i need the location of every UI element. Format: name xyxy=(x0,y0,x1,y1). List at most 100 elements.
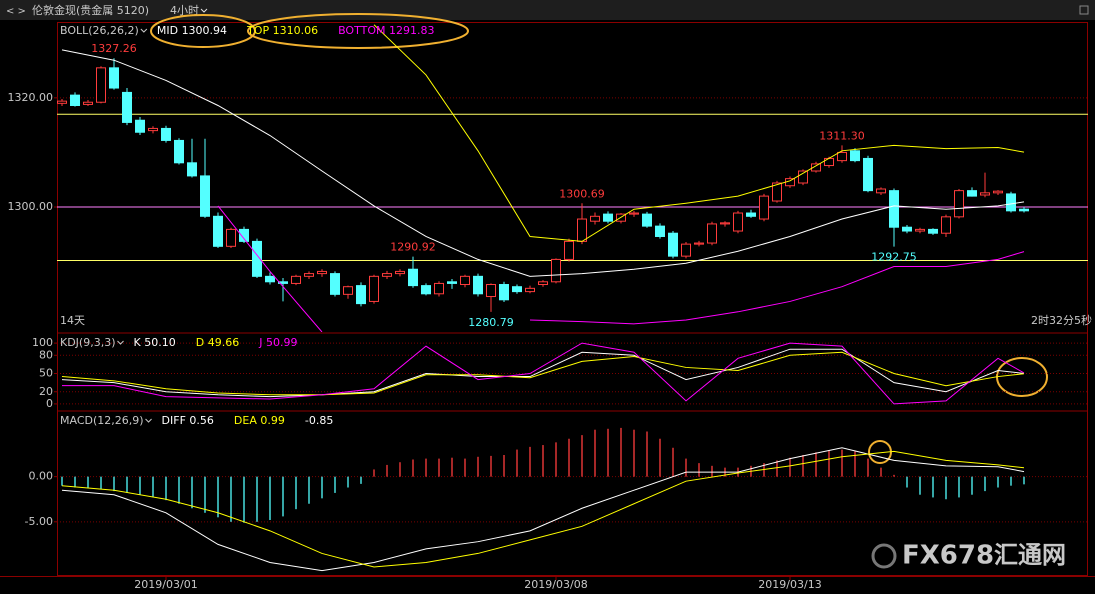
period-chevron[interactable] xyxy=(200,8,208,13)
y-tick-label: 1320.00 xyxy=(8,91,54,104)
price-annotation: 1290.92 xyxy=(390,241,436,254)
y-tick-label: 100 xyxy=(32,336,53,349)
legend-name: DEA xyxy=(234,414,257,427)
instrument-title: 伦敦金现(贵金属 5120) xyxy=(32,3,149,17)
candle-body xyxy=(668,232,678,257)
legend-value: 49.66 xyxy=(208,336,240,349)
indicator-line xyxy=(61,447,1025,572)
window-button[interactable] xyxy=(1079,5,1089,15)
countdown: 2时32分5秒 xyxy=(1031,313,1092,327)
watermark-logo xyxy=(871,543,897,569)
candle-body xyxy=(213,215,223,247)
candle-body xyxy=(603,213,613,222)
legend-entry: K 50.10 xyxy=(134,336,176,349)
indicator-line xyxy=(217,205,1025,332)
candle-body xyxy=(330,273,340,295)
candle-body xyxy=(824,157,834,167)
candle-body xyxy=(421,285,431,295)
candle-body xyxy=(759,195,769,220)
candle-body xyxy=(967,190,977,197)
candle-body xyxy=(447,281,457,284)
price-annotation: 1311.30 xyxy=(819,129,865,142)
legend-entry: D 49.66 xyxy=(196,336,239,349)
candle-body xyxy=(577,218,587,242)
nav-arrows[interactable]: < > xyxy=(6,6,26,17)
candle-body xyxy=(733,212,743,232)
legend-name: D xyxy=(196,336,204,349)
indicator-line xyxy=(61,351,1025,396)
legend-entry: TOP 1310.06 xyxy=(246,24,318,37)
candle-body xyxy=(642,213,652,227)
candle-body xyxy=(148,127,158,132)
indicator-line xyxy=(373,24,1025,242)
candle-body xyxy=(564,240,574,260)
legend-entry: BOTTOM 1291.83 xyxy=(338,24,434,37)
indicator-chevron xyxy=(145,418,152,423)
candle-body xyxy=(486,284,496,298)
highlight-circle xyxy=(150,14,256,48)
candle-body xyxy=(915,228,925,232)
candle-body xyxy=(317,270,327,275)
candle-body xyxy=(187,162,197,177)
indicator-chevron xyxy=(140,28,148,33)
plot-area xyxy=(61,342,1025,405)
period-selector[interactable]: 4小时 xyxy=(170,4,199,17)
legend-value: 1300.94 xyxy=(182,24,228,37)
candle-body xyxy=(551,258,561,283)
indicator-label: BOLL(26,26,2) xyxy=(60,24,139,37)
candle-body xyxy=(876,188,886,194)
plot-area xyxy=(57,24,1088,332)
candle-body xyxy=(499,284,509,301)
y-tick-label: 1300.00 xyxy=(8,200,54,213)
indicator-line xyxy=(61,49,1025,277)
legend-name: BOTTOM xyxy=(338,24,385,37)
candle-body xyxy=(226,228,236,247)
candle-body xyxy=(408,268,418,287)
candle-body xyxy=(57,100,67,104)
indicator-line xyxy=(62,342,1025,405)
price-annotation: 1280.79 xyxy=(468,316,514,329)
legend-value: 50.10 xyxy=(144,336,176,349)
indicator-label: KDJ(9,3,3) xyxy=(60,336,116,349)
candle-body xyxy=(681,243,691,257)
indicator-line xyxy=(61,450,1025,568)
legend-entry: J 50.99 xyxy=(258,336,297,349)
price-annotation: 1327.26 xyxy=(91,42,137,55)
indicator-chevron xyxy=(117,340,124,345)
candle-body xyxy=(538,281,548,286)
watermark-name: 汇通网 xyxy=(994,541,1066,569)
highlight-circle xyxy=(247,13,469,49)
price-annotation: 1292.75 xyxy=(871,251,917,264)
candle-body xyxy=(278,281,288,284)
legend-name: MID xyxy=(157,24,178,37)
y-tick-label: 80 xyxy=(39,348,53,361)
price-annotation: 1300.69 xyxy=(559,187,605,200)
candle-body xyxy=(902,226,912,232)
period-count: 14天 xyxy=(60,314,85,327)
candle-body xyxy=(512,286,522,293)
watermark-brand: FX678 xyxy=(902,541,994,571)
legend-name: J xyxy=(258,336,262,349)
candle-body xyxy=(980,192,990,196)
frame xyxy=(57,22,1088,576)
candle-body xyxy=(96,67,106,103)
legend-value: 0.56 xyxy=(189,414,214,427)
toolbar xyxy=(0,0,1095,20)
legend-entry: MID 1300.94 xyxy=(157,24,227,37)
candle-body xyxy=(473,275,483,295)
candle-body xyxy=(629,212,639,215)
candle-body xyxy=(135,119,145,133)
legend-value: 1310.06 xyxy=(273,24,319,37)
legend-value: -0.85 xyxy=(305,414,333,427)
candle-body xyxy=(941,216,951,234)
candle-body xyxy=(1006,193,1016,212)
candle-body xyxy=(772,182,782,202)
y-tick-label: 50 xyxy=(39,367,53,380)
indicator-label: MACD(12,26,9) xyxy=(60,414,144,427)
candle-body xyxy=(291,275,301,284)
legend-entry: DIFF 0.56 xyxy=(162,414,214,427)
candle-body xyxy=(343,286,353,295)
y-tick-label: 0 xyxy=(46,397,53,410)
